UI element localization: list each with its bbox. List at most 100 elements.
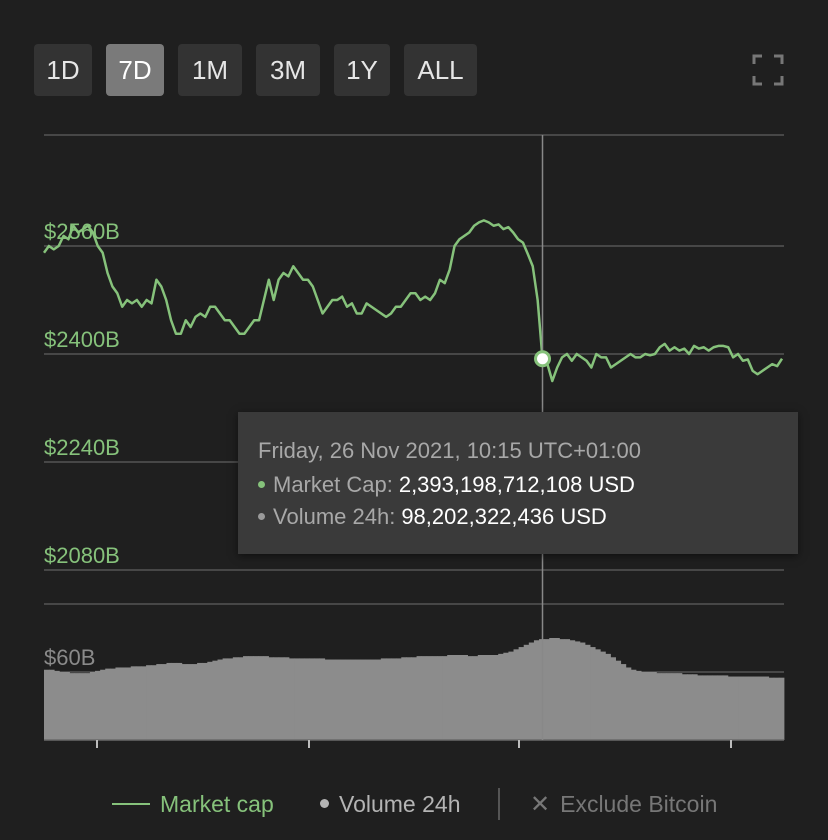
volume-bar — [278, 657, 285, 740]
volume-bar — [95, 670, 101, 740]
market-cap-dot-icon — [258, 480, 265, 488]
volume-bar — [467, 656, 474, 740]
range-1y-button[interactable]: 1Y — [334, 44, 390, 96]
hover-point — [534, 350, 552, 368]
volume-bar — [426, 656, 433, 740]
volume-bar — [727, 676, 734, 740]
range-1d-button[interactable]: 1D — [34, 44, 92, 96]
volume-bar — [171, 662, 178, 740]
volume-bar — [431, 656, 438, 740]
volume-bar — [222, 658, 229, 740]
volume-bar — [569, 640, 576, 740]
volume-bar — [436, 656, 443, 740]
volume-bar — [151, 665, 157, 740]
market-cap-line — [42, 219, 784, 383]
close-icon: ✕ — [530, 791, 551, 818]
line-icon — [112, 802, 150, 805]
volume-bar — [89, 672, 96, 740]
volume-bar — [472, 656, 479, 740]
volume-bar — [564, 639, 571, 740]
volume-bar — [130, 666, 137, 740]
volume-bar — [197, 662, 203, 740]
tooltip-volume-label: Volume 24h: — [273, 504, 396, 529]
volume-bar — [181, 664, 188, 740]
volume-bar — [773, 677, 780, 740]
volume-bar — [452, 655, 458, 740]
volume-bar — [488, 655, 494, 740]
volume-bar — [687, 674, 693, 740]
volume-bar — [758, 676, 764, 740]
volume-bar — [641, 672, 647, 740]
y-tick-label: $2080B — [44, 543, 120, 568]
volume-bar — [385, 658, 392, 740]
volume-bar — [416, 656, 423, 740]
volume-bar — [334, 659, 341, 740]
volume-bar — [559, 639, 565, 740]
volume-bar — [319, 658, 326, 740]
volume-bar — [768, 677, 775, 740]
volume-bar — [370, 659, 377, 740]
volume-bar — [156, 664, 162, 740]
volume-bar — [340, 659, 346, 740]
volume-bar — [299, 658, 305, 740]
volume-bar — [447, 655, 453, 740]
legend-divider — [498, 788, 500, 820]
volume-bar — [253, 656, 259, 740]
volume-bar — [615, 660, 622, 740]
legend-market-cap[interactable]: Market cap — [112, 788, 274, 820]
volume-bar — [493, 655, 499, 740]
volume-bar — [406, 657, 412, 740]
volume-bar — [482, 655, 489, 740]
volume-bar — [753, 676, 759, 740]
volume-bar — [309, 658, 315, 740]
range-7d-button[interactable]: 7D — [106, 44, 164, 96]
volume-bar — [605, 653, 611, 740]
volume-bar — [574, 641, 581, 740]
volume-bar — [457, 655, 463, 740]
volume-bar — [625, 667, 632, 740]
tooltip-volume-row: Volume 24h: 98,202,322,436 USD — [258, 504, 607, 530]
tooltip-market-cap-label: Market Cap: — [273, 472, 393, 497]
volume-bar — [513, 649, 520, 740]
volume-bar — [681, 674, 688, 740]
volume-bar — [100, 669, 106, 740]
legend-volume[interactable]: Volume 24h — [320, 788, 460, 820]
range-1m-button[interactable]: 1M — [178, 44, 242, 96]
volume-bar — [324, 659, 331, 740]
volume-bar — [620, 664, 627, 740]
exclude-bitcoin-toggle[interactable]: ✕ Exclude Bitcoin — [530, 788, 717, 821]
volume-bar — [707, 675, 713, 740]
volume-bar — [503, 652, 509, 740]
tooltip-date: Friday, 26 Nov 2021, 10:15 UTC+01:00 — [258, 438, 641, 463]
volume-bar — [661, 673, 668, 740]
volume-bar — [140, 666, 147, 740]
range-all-button[interactable]: ALL — [404, 44, 477, 96]
volume-bar — [232, 657, 239, 740]
tooltip-volume-value: 98,202,322,436 USD — [401, 504, 607, 529]
volume-bar — [518, 647, 525, 740]
tooltip-market-cap-row: Market Cap: 2,393,198,712,108 USD — [258, 472, 635, 498]
volume-bar — [268, 657, 275, 740]
volume-bar — [595, 649, 601, 740]
fullscreen-icon[interactable] — [752, 54, 784, 86]
volume-bar — [722, 675, 729, 740]
volume-bar — [146, 665, 152, 740]
volume-bar — [656, 673, 662, 740]
volume-bar — [161, 664, 167, 740]
market-cap-chart[interactable]: $2560B $2400B $2240B $2080B $60B — [0, 0, 828, 780]
volume-bar — [105, 668, 111, 740]
volume-bar — [702, 675, 708, 740]
volume-bar — [360, 659, 366, 740]
volume-bar — [186, 664, 193, 740]
y-tick-label-volume: $60B — [44, 645, 95, 670]
volume-bar — [477, 655, 484, 740]
range-3m-button[interactable]: 3M — [256, 44, 320, 96]
volume-bar — [110, 668, 116, 740]
volume-bar — [584, 644, 591, 740]
volume-bar — [630, 669, 637, 740]
volume-bar — [396, 658, 402, 740]
volume-bar — [375, 659, 382, 740]
volume-bar — [125, 667, 132, 740]
volume-bar — [600, 651, 606, 740]
volume-bar — [64, 672, 70, 740]
